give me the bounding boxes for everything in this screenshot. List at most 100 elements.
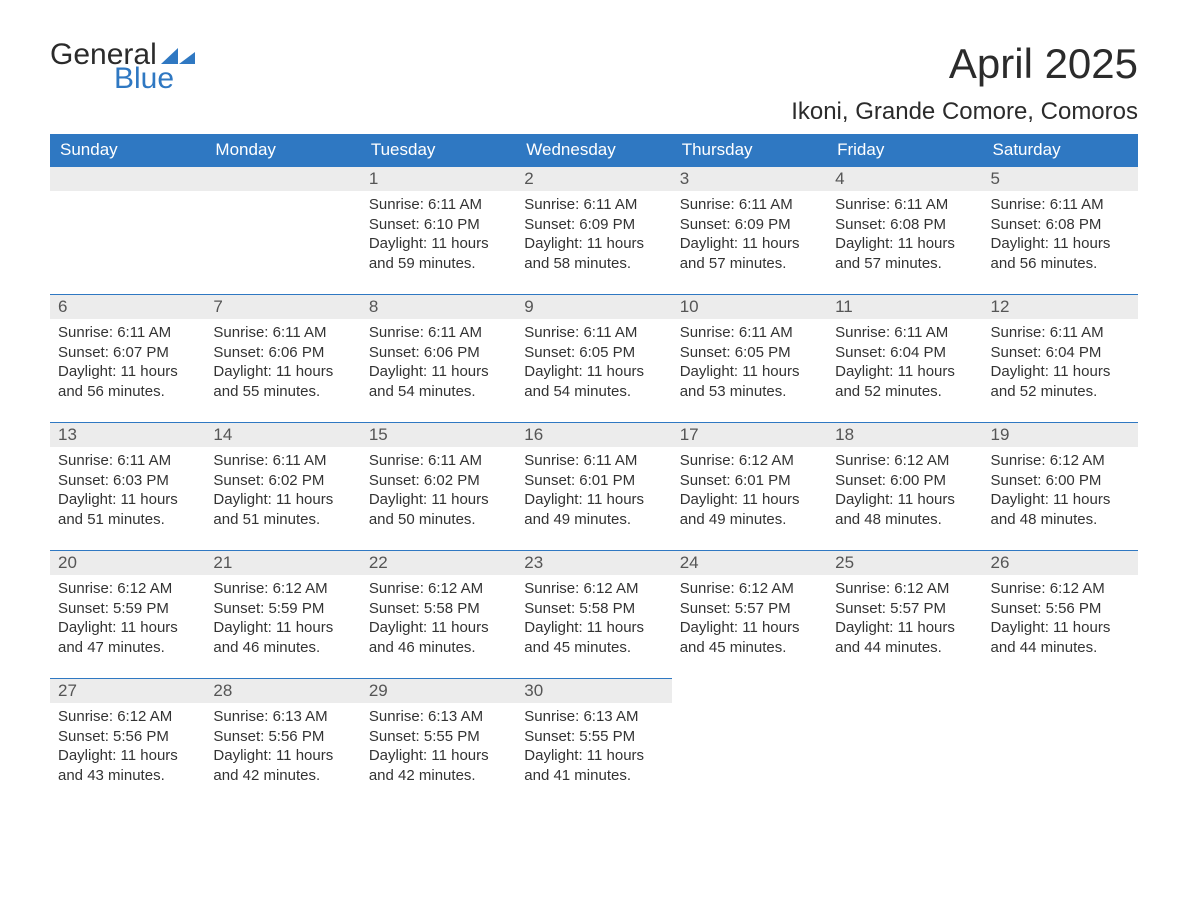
day-data-line: Sunrise: 6:12 AM [680,451,819,471]
day-data-line: Sunrise: 6:11 AM [213,451,352,471]
day-data: Sunrise: 6:12 AMSunset: 5:57 PMDaylight:… [827,575,982,667]
day-data-line: Daylight: 11 hours [58,490,197,510]
calendar-day-cell: 17Sunrise: 6:12 AMSunset: 6:01 PMDayligh… [672,422,827,550]
day-number: 30 [516,678,671,703]
day-data-line: Daylight: 11 hours [369,618,508,638]
day-header: Monday [205,134,360,166]
calendar-week-row: 20Sunrise: 6:12 AMSunset: 5:59 PMDayligh… [50,550,1138,678]
day-number: 22 [361,550,516,575]
day-data-line: and 42 minutes. [213,766,352,786]
day-data-line: Sunset: 6:05 PM [524,343,663,363]
day-data-line: Daylight: 11 hours [991,362,1130,382]
day-data-line: Daylight: 11 hours [835,362,974,382]
calendar-day-cell: 27Sunrise: 6:12 AMSunset: 5:56 PMDayligh… [50,678,205,806]
day-data-line: and 43 minutes. [58,766,197,786]
day-data: Sunrise: 6:11 AMSunset: 6:03 PMDaylight:… [50,447,205,539]
day-data-line: and 41 minutes. [524,766,663,786]
day-data-line: Sunset: 5:55 PM [524,727,663,747]
day-data-line: and 51 minutes. [58,510,197,530]
day-data-line: Daylight: 11 hours [369,362,508,382]
day-data-line: and 59 minutes. [369,254,508,274]
day-number: 28 [205,678,360,703]
day-data-line: Sunrise: 6:12 AM [991,451,1130,471]
day-data: Sunrise: 6:12 AMSunset: 5:56 PMDaylight:… [50,703,205,795]
day-data-line: Sunrise: 6:11 AM [524,323,663,343]
logo: General Blue [50,40,195,94]
day-number: 21 [205,550,360,575]
day-number: 4 [827,166,982,191]
day-data-line: Daylight: 11 hours [991,234,1130,254]
day-data: Sunrise: 6:12 AMSunset: 5:58 PMDaylight:… [516,575,671,667]
day-data-line: Daylight: 11 hours [213,746,352,766]
day-data-line: Daylight: 11 hours [524,234,663,254]
day-data: Sunrise: 6:12 AMSunset: 5:57 PMDaylight:… [672,575,827,667]
day-data-line: Daylight: 11 hours [369,746,508,766]
day-data-line: Sunset: 5:56 PM [991,599,1130,619]
day-data-line: Daylight: 11 hours [680,490,819,510]
day-number: 9 [516,294,671,319]
calendar-header-row: SundayMondayTuesdayWednesdayThursdayFrid… [50,134,1138,166]
day-data-line: and 52 minutes. [835,382,974,402]
day-data-line: Sunset: 5:57 PM [835,599,974,619]
day-data: Sunrise: 6:11 AMSunset: 6:05 PMDaylight:… [672,319,827,411]
day-header: Tuesday [361,134,516,166]
calendar-day-cell: 20Sunrise: 6:12 AMSunset: 5:59 PMDayligh… [50,550,205,678]
day-data-line: and 54 minutes. [524,382,663,402]
day-number: 12 [983,294,1138,319]
day-data-line: Sunrise: 6:12 AM [58,579,197,599]
day-data: Sunrise: 6:12 AMSunset: 6:01 PMDaylight:… [672,447,827,539]
calendar-day-cell [827,678,982,806]
day-data-line: Sunset: 6:02 PM [213,471,352,491]
calendar-table: SundayMondayTuesdayWednesdayThursdayFrid… [50,134,1138,806]
day-data: Sunrise: 6:11 AMSunset: 6:06 PMDaylight:… [361,319,516,411]
day-data-line: and 57 minutes. [835,254,974,274]
calendar-day-cell: 25Sunrise: 6:12 AMSunset: 5:57 PMDayligh… [827,550,982,678]
day-data-line: Sunrise: 6:12 AM [524,579,663,599]
day-data: Sunrise: 6:11 AMSunset: 6:04 PMDaylight:… [983,319,1138,411]
day-data-line: and 50 minutes. [369,510,508,530]
day-data-line: Daylight: 11 hours [213,618,352,638]
day-data-line: Daylight: 11 hours [524,490,663,510]
day-data-line: Sunrise: 6:11 AM [58,323,197,343]
calendar-day-cell [983,678,1138,806]
calendar-day-cell: 29Sunrise: 6:13 AMSunset: 5:55 PMDayligh… [361,678,516,806]
day-data-line: and 46 minutes. [369,638,508,658]
day-data-line: Sunrise: 6:12 AM [213,579,352,599]
day-data-line: Sunrise: 6:11 AM [835,195,974,215]
calendar-day-cell [205,166,360,294]
calendar-day-cell: 1Sunrise: 6:11 AMSunset: 6:10 PMDaylight… [361,166,516,294]
day-data-line: Sunrise: 6:12 AM [835,451,974,471]
month-title: April 2025 [791,40,1138,88]
day-data-line: Daylight: 11 hours [58,362,197,382]
day-data-line: Sunrise: 6:13 AM [369,707,508,727]
day-data-line: and 48 minutes. [835,510,974,530]
day-number: 8 [361,294,516,319]
day-data: Sunrise: 6:12 AMSunset: 6:00 PMDaylight:… [827,447,982,539]
day-data: Sunrise: 6:13 AMSunset: 5:55 PMDaylight:… [361,703,516,795]
day-data: Sunrise: 6:12 AMSunset: 5:58 PMDaylight:… [361,575,516,667]
day-data-line: Sunset: 5:58 PM [524,599,663,619]
day-data-line: Sunset: 6:06 PM [369,343,508,363]
day-data-line: Sunrise: 6:11 AM [369,323,508,343]
day-data: Sunrise: 6:13 AMSunset: 5:55 PMDaylight:… [516,703,671,795]
day-data-line: Sunset: 5:56 PM [213,727,352,747]
day-data-line: Daylight: 11 hours [680,234,819,254]
day-data-line: Sunrise: 6:12 AM [835,579,974,599]
day-number: 18 [827,422,982,447]
day-data-line: Daylight: 11 hours [835,618,974,638]
day-data-line: Daylight: 11 hours [58,618,197,638]
day-data-line: Sunset: 6:04 PM [835,343,974,363]
calendar-day-cell: 5Sunrise: 6:11 AMSunset: 6:08 PMDaylight… [983,166,1138,294]
day-data-line: Sunrise: 6:11 AM [991,195,1130,215]
day-number: 10 [672,294,827,319]
day-data: Sunrise: 6:11 AMSunset: 6:10 PMDaylight:… [361,191,516,283]
day-data: Sunrise: 6:11 AMSunset: 6:02 PMDaylight:… [205,447,360,539]
day-data-line: Daylight: 11 hours [835,234,974,254]
calendar-day-cell: 11Sunrise: 6:11 AMSunset: 6:04 PMDayligh… [827,294,982,422]
calendar-week-row: 1Sunrise: 6:11 AMSunset: 6:10 PMDaylight… [50,166,1138,294]
day-data-line: and 46 minutes. [213,638,352,658]
day-data-line: Sunrise: 6:11 AM [991,323,1130,343]
day-data-line: Sunset: 6:01 PM [680,471,819,491]
day-data-line: Sunset: 6:00 PM [835,471,974,491]
day-data-line: and 49 minutes. [680,510,819,530]
